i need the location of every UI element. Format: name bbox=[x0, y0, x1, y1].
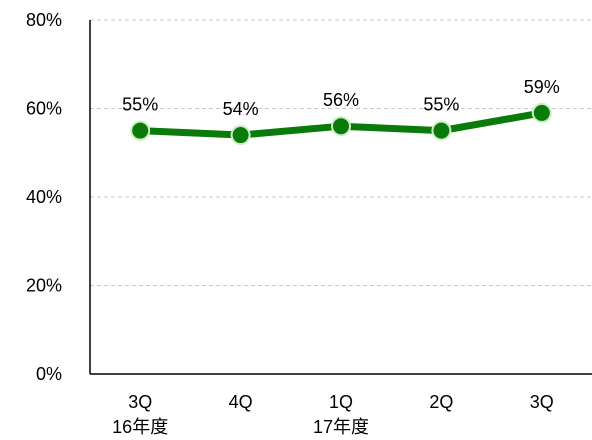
data-point bbox=[531, 102, 552, 123]
data-point bbox=[130, 120, 151, 141]
data-labels: 55% 54% 56% 55% 59% bbox=[122, 77, 560, 119]
y-axis-tick-labels: 0% 20% 40% 60% 80% bbox=[26, 10, 62, 384]
data-point bbox=[331, 116, 351, 137]
y-tick-label: 60% bbox=[26, 99, 62, 119]
data-point bbox=[230, 125, 251, 146]
x-tick-label: 2Q bbox=[429, 392, 453, 412]
y-tick-label: 40% bbox=[26, 187, 62, 207]
data-point bbox=[431, 120, 452, 141]
gridlines bbox=[90, 19, 592, 286]
x-tick-label: 3Q bbox=[128, 392, 152, 412]
data-label: 55% bbox=[423, 95, 459, 115]
data-label: 54% bbox=[223, 99, 259, 119]
x-tick-label: 4Q bbox=[229, 392, 253, 412]
x-tick-sublabel: 17年度 bbox=[313, 417, 369, 437]
y-tick-label: 80% bbox=[26, 10, 62, 30]
axes bbox=[89, 20, 592, 375]
x-axis-tick-labels: 3Q 16年度 4Q 1Q 17年度 2Q 3Q bbox=[112, 392, 554, 437]
y-tick-label: 0% bbox=[36, 364, 62, 384]
x-tick-label: 1Q bbox=[329, 392, 353, 412]
series-marker-layer bbox=[130, 102, 552, 146]
x-tick-label: 3Q bbox=[530, 392, 554, 412]
data-label: 55% bbox=[122, 95, 158, 115]
data-label: 56% bbox=[323, 90, 359, 110]
x-tick-sublabel: 16年度 bbox=[112, 417, 168, 437]
y-tick-label: 20% bbox=[26, 276, 62, 296]
data-label: 59% bbox=[524, 77, 560, 97]
